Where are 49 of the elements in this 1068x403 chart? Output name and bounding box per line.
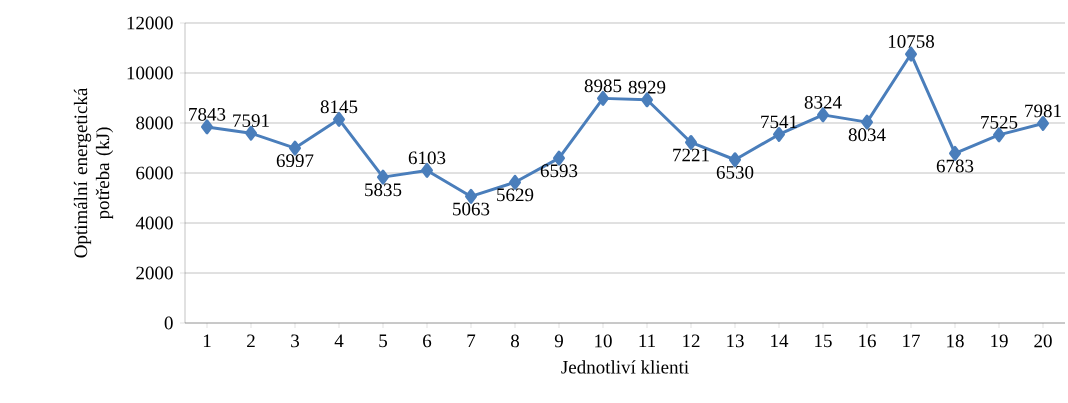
x-tick-label: 6 bbox=[423, 334, 432, 348]
data-label: 7525 bbox=[981, 115, 1018, 129]
x-tick-label: 15 bbox=[815, 334, 832, 348]
x-tick-label: 10 bbox=[595, 334, 612, 348]
x-tick-label: 3 bbox=[291, 334, 300, 348]
data-label: 10758 bbox=[888, 35, 935, 48]
x-tick-label: 19 bbox=[991, 334, 1008, 348]
data-label: 5835 bbox=[365, 183, 402, 197]
data-label: 6530 bbox=[716, 165, 754, 179]
data-label: 7591 bbox=[233, 114, 269, 128]
x-tick-label: 13 bbox=[727, 334, 744, 348]
y-tick-label: 4000 bbox=[135, 216, 173, 230]
y-tick-label: 10000 bbox=[127, 66, 173, 80]
x-tick-label: 17 bbox=[903, 334, 920, 348]
x-tick-label: 11 bbox=[639, 334, 656, 348]
y-axis-title: Optimální energetická potřeba (kJ) bbox=[73, 87, 114, 258]
x-tick-label: 20 bbox=[1034, 334, 1052, 348]
x-tick-label: 2 bbox=[247, 334, 255, 348]
data-label: 7843 bbox=[189, 107, 226, 121]
x-tick-label: 4 bbox=[334, 334, 344, 348]
x-tick-label: 9 bbox=[554, 334, 563, 348]
data-label: 8324 bbox=[804, 95, 842, 109]
data-label: 6103 bbox=[408, 151, 446, 165]
data-label: 7221 bbox=[673, 148, 709, 162]
y-tick-label: 2000 bbox=[136, 266, 173, 280]
data-label: 7541 bbox=[761, 115, 797, 129]
data-label: 5063 bbox=[453, 202, 490, 216]
x-tick-label: 5 bbox=[379, 334, 388, 348]
data-label: 6783 bbox=[936, 159, 974, 173]
data-label: 5629 bbox=[497, 188, 534, 202]
x-tick-label: 12 bbox=[683, 334, 700, 348]
y-tick-label: 0 bbox=[164, 316, 173, 330]
data-label: 6593 bbox=[540, 164, 578, 178]
x-tick-label: 8 bbox=[510, 334, 520, 348]
data-label: 7981 bbox=[1025, 104, 1061, 118]
x-tick-label: 16 bbox=[859, 334, 876, 348]
data-label: 8145 bbox=[320, 100, 358, 114]
y-tick-label: 6000 bbox=[136, 166, 173, 180]
y-tick-label: 12000 bbox=[127, 16, 173, 30]
y-tick-label: 8000 bbox=[136, 116, 173, 130]
x-tick-label: 14 bbox=[771, 334, 789, 348]
data-label: 8929 bbox=[628, 80, 666, 94]
x-axis-title: Jednotliví klienti bbox=[561, 360, 689, 374]
data-label: 8034 bbox=[848, 128, 886, 142]
x-tick-label: 18 bbox=[947, 334, 964, 348]
data-label: 8985 bbox=[584, 79, 622, 93]
data-label: 6997 bbox=[276, 154, 314, 168]
x-tick-label: 1 bbox=[203, 334, 211, 348]
x-tick-label: 7 bbox=[467, 334, 476, 347]
